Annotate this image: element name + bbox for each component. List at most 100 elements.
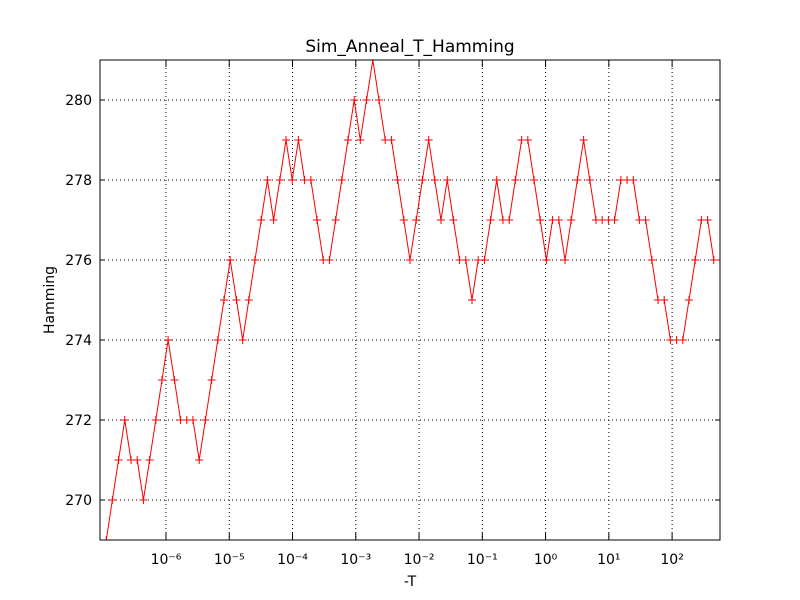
data-marker: [511, 176, 520, 184]
data-marker: [660, 296, 669, 304]
data-marker: [418, 176, 427, 184]
data-marker: [703, 216, 712, 224]
x-tick-label: 10¹: [597, 552, 620, 568]
data-marker: [567, 216, 576, 224]
data-marker: [362, 96, 371, 104]
plot-frame: [99, 59, 721, 541]
data-marker: [133, 456, 142, 464]
data-marker: [244, 296, 253, 304]
x-tick-label: 10⁻⁴: [277, 552, 308, 568]
data-marker: [151, 416, 160, 424]
data-marker: [170, 376, 179, 384]
data-marker: [505, 216, 514, 224]
data-marker: [375, 96, 384, 104]
x-tick-label: 10⁻¹: [467, 552, 498, 568]
data-marker: [281, 136, 290, 144]
x-tick-label: 10⁰: [534, 552, 558, 568]
data-marker: [108, 496, 117, 504]
data-marker: [207, 376, 216, 384]
data-marker: [480, 256, 489, 264]
y-tick-label: 278: [65, 173, 92, 189]
data-marker: [356, 136, 365, 144]
data-marker: [573, 176, 582, 184]
data-marker: [331, 216, 340, 224]
data-marker: [393, 176, 402, 184]
data-marker: [102, 536, 111, 540]
data-marker: [430, 176, 439, 184]
data-marker: [449, 216, 458, 224]
data-marker: [257, 216, 266, 224]
data-marker: [405, 256, 414, 264]
data-marker: [263, 176, 272, 184]
data-marker: [201, 416, 210, 424]
x-tick-label: 10²: [660, 552, 683, 568]
data-marker: [325, 256, 334, 264]
chart-title: Sim_Anneal_T_Hamming: [305, 37, 514, 57]
y-tick-label: 274: [65, 333, 92, 349]
data-marker: [529, 176, 538, 184]
data-marker: [492, 176, 501, 184]
data-marker: [610, 216, 619, 224]
x-tick-label: 10⁻³: [340, 552, 371, 568]
data-marker: [313, 216, 322, 224]
data-marker: [412, 216, 421, 224]
data-marker: [195, 456, 204, 464]
data-marker: [629, 176, 638, 184]
data-marker: [226, 256, 235, 264]
data-marker: [145, 456, 154, 464]
data-marker: [157, 376, 166, 384]
data-marker: [250, 256, 259, 264]
data-marker: [424, 136, 433, 144]
plot-area: [100, 60, 720, 540]
data-marker: [443, 176, 452, 184]
data-marker: [585, 176, 594, 184]
y-tick-label: 270: [65, 493, 92, 509]
data-marker: [691, 256, 700, 264]
y-tick-label: 276: [65, 253, 92, 269]
data-marker: [561, 256, 570, 264]
data-marker: [647, 256, 656, 264]
data-marker: [139, 496, 148, 504]
data-marker: [523, 136, 532, 144]
data-marker: [238, 336, 247, 344]
x-axis-label: -T: [404, 574, 417, 590]
data-marker: [486, 216, 495, 224]
data-marker: [275, 176, 284, 184]
data-marker: [232, 296, 241, 304]
y-axis-label: Hamming: [42, 266, 58, 334]
data-marker: [350, 96, 359, 104]
data-marker: [368, 60, 377, 64]
data-marker: [467, 296, 476, 304]
data-marker: [213, 336, 222, 344]
data-marker: [641, 216, 650, 224]
data-marker: [436, 216, 445, 224]
x-tick-label: 10⁻²: [404, 552, 435, 568]
data-marker: [716, 256, 720, 264]
data-marker: [269, 216, 278, 224]
data-marker: [461, 256, 470, 264]
data-marker: [306, 176, 315, 184]
data-marker: [188, 416, 197, 424]
data-marker: [387, 136, 396, 144]
data-marker: [399, 216, 408, 224]
data-marker: [294, 136, 303, 144]
data-marker: [288, 176, 297, 184]
data-marker: [337, 176, 346, 184]
y-tick-label: 272: [65, 413, 92, 429]
data-marker: [343, 136, 352, 144]
data-marker: [579, 136, 588, 144]
data-marker: [678, 336, 687, 344]
data-marker: [120, 416, 129, 424]
data-marker: [554, 216, 563, 224]
data-marker: [164, 336, 173, 344]
data-marker: [536, 216, 545, 224]
data-marker: [542, 256, 551, 264]
data-marker: [219, 296, 228, 304]
data-marker: [684, 296, 693, 304]
x-tick-label: 10⁻⁵: [214, 552, 245, 568]
x-tick-label: 10⁻⁶: [151, 552, 182, 568]
data-marker: [114, 456, 123, 464]
y-tick-label: 280: [65, 93, 92, 109]
